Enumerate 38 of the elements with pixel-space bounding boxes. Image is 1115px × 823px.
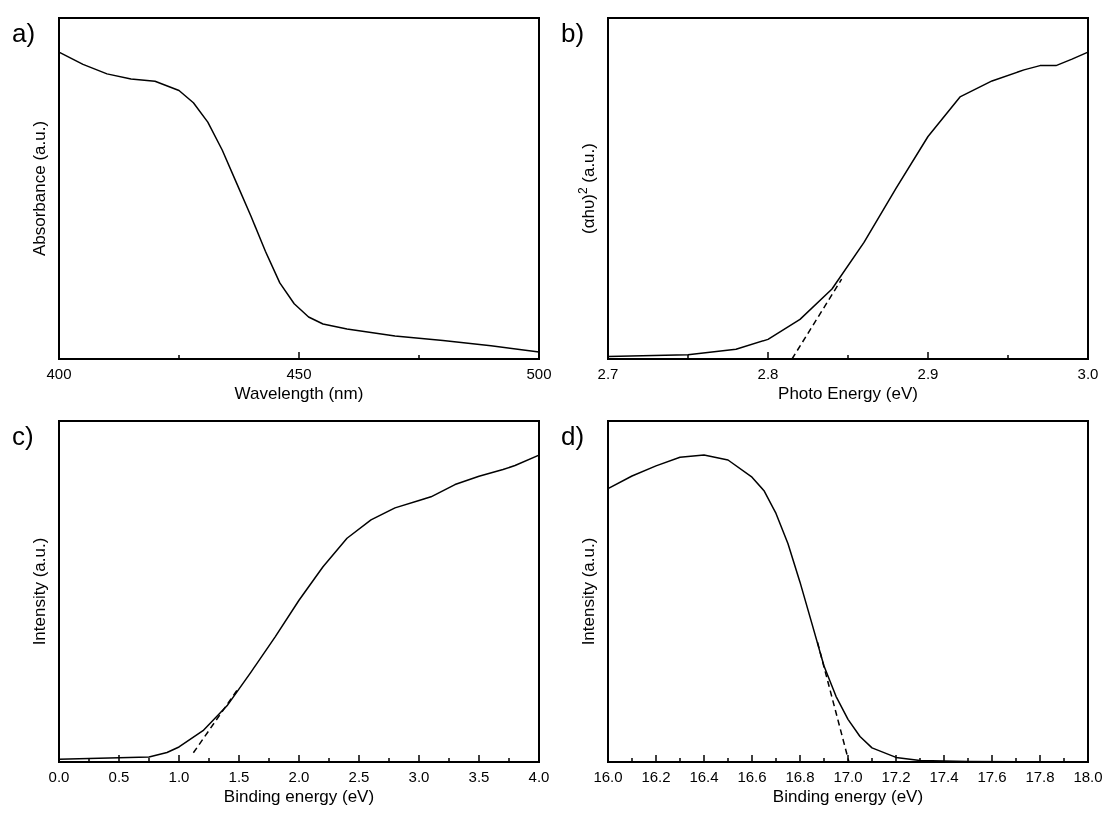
y-axis-title: Intensity (a.u.) <box>30 537 49 646</box>
x-tick-label: 500 <box>526 365 552 382</box>
x-tick-label: 2.0 <box>288 768 310 785</box>
chart-title: a) <box>12 18 36 48</box>
x-tick-label: 17.6 <box>977 768 1007 785</box>
x-tick-label: 18.0 <box>1073 768 1103 785</box>
chart-title: c) <box>12 421 34 451</box>
x-tick-label: 0.5 <box>108 768 130 785</box>
x-tick-label: 16.4 <box>689 768 719 785</box>
x-tick-label: 3.5 <box>468 768 490 785</box>
x-tick-label: 450 <box>286 365 312 382</box>
x-tick-label: 3.0 <box>1077 365 1099 382</box>
x-tick-label: 16.6 <box>737 768 767 785</box>
x-tick-label: 4.0 <box>528 768 550 785</box>
x-tick-label: 400 <box>46 365 72 382</box>
x-tick-label: 2.5 <box>348 768 370 785</box>
x-tick-label: 16.8 <box>785 768 815 785</box>
x-tick-label: 16.2 <box>641 768 671 785</box>
x-tick-label: 17.0 <box>833 768 863 785</box>
x-axis-title: Wavelength (nm) <box>234 384 364 403</box>
x-tick-label: 1.0 <box>168 768 190 785</box>
x-tick-label: 3.0 <box>408 768 430 785</box>
x-tick-label: 17.4 <box>929 768 959 785</box>
x-tick-label: 2.9 <box>917 365 939 382</box>
x-axis-title: Binding energy (eV) <box>772 787 924 806</box>
chart-title: b) <box>561 18 585 48</box>
x-tick-label: 16.0 <box>593 768 623 785</box>
x-tick-label: 17.2 <box>881 768 911 785</box>
chart-title: d) <box>561 421 585 451</box>
x-axis-title: Photo Energy (eV) <box>778 384 918 403</box>
x-tick-label: 17.8 <box>1025 768 1055 785</box>
x-tick-label: 2.7 <box>597 365 619 382</box>
x-tick-label: 1.5 <box>228 768 250 785</box>
y-axis-title: Intensity (a.u.) <box>579 537 598 646</box>
y-axis-title: Absorbance (a.u.) <box>30 120 49 257</box>
x-tick-label: 0.0 <box>48 768 70 785</box>
x-axis-title: Binding energy (eV) <box>223 787 375 806</box>
x-tick-label: 2.8 <box>757 365 779 382</box>
